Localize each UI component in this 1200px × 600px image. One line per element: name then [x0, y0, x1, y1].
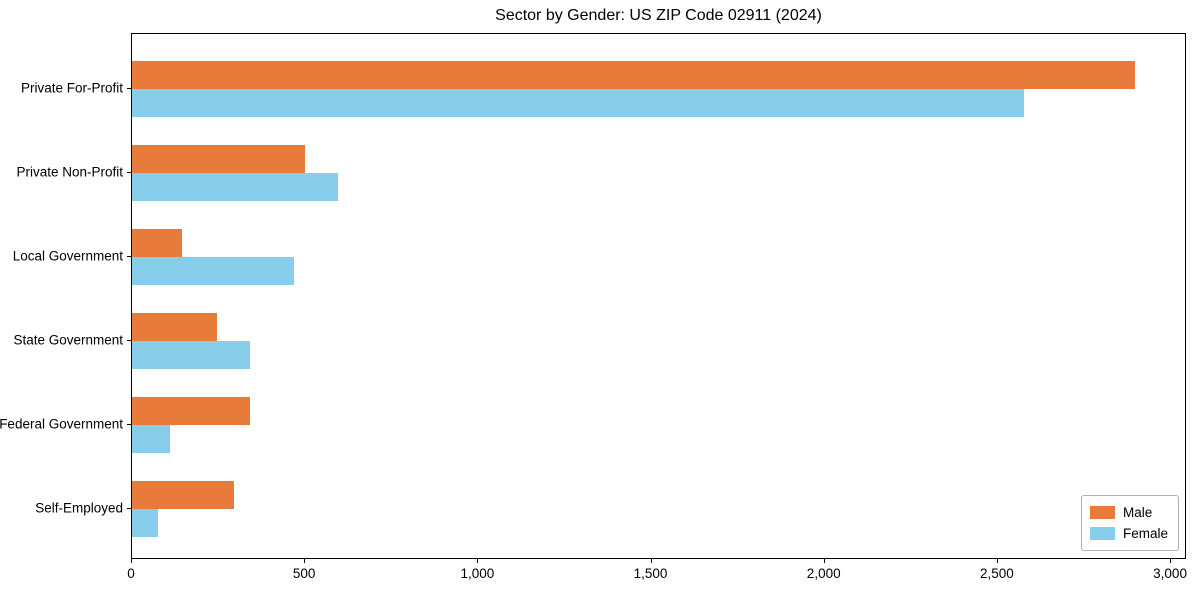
- legend-swatch-female: [1089, 527, 1115, 540]
- x-tick-label-2-000: 2,000: [806, 566, 841, 581]
- bar-male-private-non-profit: [132, 145, 305, 173]
- x-tick-label-2-500: 2,500: [979, 566, 1014, 581]
- category-row-private-for-profit: [132, 47, 1185, 131]
- legend: Male Female: [1080, 495, 1179, 551]
- y-tick-label-self-employed: Self-Employed: [35, 500, 123, 516]
- x-tick-mark: [304, 559, 306, 563]
- y-tick-label-private-non-profit: Private Non-Profit: [16, 164, 123, 180]
- category-row-local-government: [132, 215, 1185, 299]
- bar-male-local-government: [132, 229, 183, 257]
- x-tick-label-3-000: 3,000: [1153, 566, 1187, 581]
- bar-female-local-government: [132, 257, 295, 285]
- category-row-private-non-profit: [132, 131, 1185, 215]
- bar-male-private-for-profit: [132, 61, 1135, 89]
- x-tick-label-0: 0: [127, 566, 135, 581]
- plot-area: Male Female: [131, 33, 1186, 559]
- y-tick-label-local-government: Local Government: [12, 248, 123, 264]
- x-tick-mark: [996, 559, 998, 563]
- bar-male-state-government: [132, 313, 217, 341]
- bar-female-self-employed: [132, 509, 158, 537]
- chart-title: Sector by Gender: US ZIP Code 02911 (202…: [495, 7, 822, 24]
- bar-male-self-employed: [132, 481, 234, 509]
- y-tick-label-state-government: State Government: [13, 332, 123, 348]
- x-tick-label-500: 500: [292, 566, 316, 581]
- category-row-self-employed: [132, 467, 1185, 551]
- bar-female-state-government: [132, 341, 250, 369]
- bar-female-federal-government: [132, 425, 171, 453]
- y-tick-mark: [127, 88, 131, 89]
- y-tick-mark: [127, 340, 131, 341]
- legend-label-female: Female: [1122, 526, 1168, 541]
- x-tick-mark: [650, 559, 652, 563]
- x-tick-label-1-500: 1,500: [633, 566, 668, 581]
- bar-female-private-non-profit: [132, 173, 338, 201]
- y-tick-mark: [127, 256, 131, 257]
- legend-label-male: Male: [1122, 505, 1153, 520]
- x-tick-mark: [477, 559, 479, 563]
- x-tick-label-1-000: 1,000: [460, 566, 495, 581]
- x-tick-mark: [823, 559, 825, 563]
- y-tick-label-federal-government: Federal Government: [0, 416, 123, 432]
- y-tick-mark: [127, 172, 131, 173]
- category-row-state-government: [132, 299, 1185, 383]
- category-row-federal-government: [132, 383, 1185, 467]
- y-tick-mark: [127, 508, 131, 509]
- bar-male-federal-government: [132, 397, 250, 425]
- x-tick-mark: [1170, 559, 1172, 563]
- y-tick-mark: [127, 424, 131, 425]
- legend-swatch-male: [1089, 506, 1115, 519]
- bar-female-private-for-profit: [132, 89, 1024, 117]
- bar-rows: [132, 34, 1185, 558]
- legend-item-male: Male: [1089, 502, 1168, 523]
- x-tick-mark: [131, 559, 132, 563]
- y-tick-label-private-for-profit: Private For-Profit: [20, 80, 123, 96]
- legend-item-female: Female: [1089, 523, 1168, 544]
